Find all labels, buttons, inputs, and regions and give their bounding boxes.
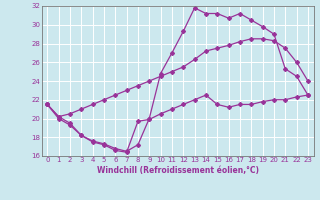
X-axis label: Windchill (Refroidissement éolien,°C): Windchill (Refroidissement éolien,°C): [97, 166, 259, 175]
